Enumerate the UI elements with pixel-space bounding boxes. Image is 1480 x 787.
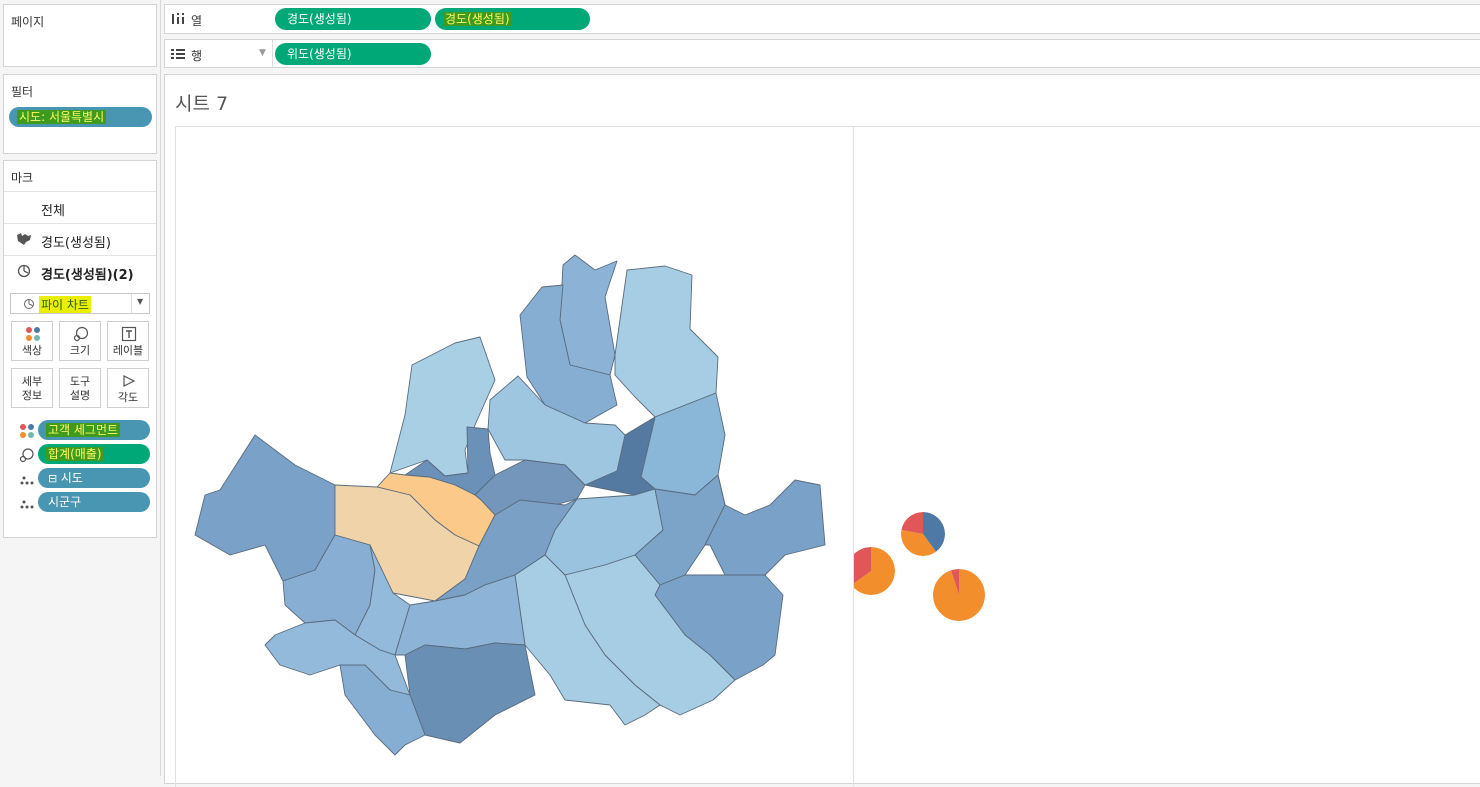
rows-divider [272, 40, 273, 68]
detail-button[interactable]: 세부 정보 [11, 368, 53, 408]
map-district-gwanak[interactable] [404, 642, 536, 744]
marks-layer-map[interactable]: 경도(생성됨) [4, 223, 156, 254]
marks-layer-map-label: 경도(생성됨) [41, 236, 111, 251]
pie-mark[interactable] [854, 545, 897, 597]
pie-mark[interactable] [899, 510, 947, 558]
pie-icon [17, 264, 31, 278]
pie-icon-small [24, 299, 34, 309]
color-button-label: 색상 [21, 344, 43, 357]
field-pill-sigungu[interactable]: 시군구 [38, 492, 150, 512]
columns-pill-label: 경도(생성됨) [287, 12, 352, 26]
pie-slice[interactable] [854, 547, 895, 595]
pie-outline [931, 567, 987, 623]
size-button-label: 크기 [69, 344, 91, 357]
map-icon [17, 233, 31, 245]
mark-type-dropdown[interactable]: 파이 차트 ▼ [10, 293, 150, 314]
pie-slice[interactable] [923, 512, 945, 552]
map-district-seocho[interactable] [514, 554, 661, 726]
marks-title: 마크 [11, 171, 34, 185]
size-icon [73, 326, 89, 342]
size-button[interactable]: 크기 [59, 321, 101, 361]
field-pill-sido[interactable]: ⊟ 시도 [38, 468, 150, 488]
detail-button-label-2: 정보 [21, 389, 43, 402]
columns-label: 열 [191, 14, 203, 28]
angle-button[interactable]: 각도 [107, 368, 149, 408]
field-pill-segment[interactable]: 고객 세그먼트 [38, 420, 150, 440]
columns-pill-longitude[interactable]: 경도(생성됨) [275, 8, 431, 30]
columns-pill-label-2: 경도(생성됨) [443, 12, 512, 26]
pages-title: 페이지 [11, 15, 45, 29]
field-pill-sigungu-label: 시군구 [48, 495, 82, 509]
columns-icon [172, 13, 184, 24]
marks-panel: 마크 전체 경도(생성됨) 경도(생성됨)(2) 파이 차트 ▼ 색상 크기 [3, 160, 157, 538]
filters-title: 필터 [11, 85, 34, 99]
seoul-district-map[interactable] [165, 75, 855, 785]
pane-divider [853, 126, 854, 786]
label-button[interactable]: 레이블 [107, 321, 149, 361]
pie-slice[interactable] [901, 512, 923, 534]
marks-layer-all[interactable]: 전체 [4, 191, 156, 222]
filters-panel: 필터 시도: 서울특별시 [3, 74, 157, 154]
angle-button-label: 각도 [117, 391, 139, 404]
color-icon [26, 327, 40, 341]
rows-label: 행 [191, 49, 203, 63]
color-button[interactable]: 색상 [11, 321, 53, 361]
chevron-down-icon: ▼ [137, 297, 144, 306]
dropdown-divider [131, 294, 132, 313]
field-pill-sales-label: 합계(매출) [46, 447, 104, 461]
detail-button-label-1: 세부 [21, 375, 43, 388]
columns-shelf[interactable]: 열 경도(생성됨) 경도(생성됨) [164, 4, 1480, 34]
map-district-geumcheon[interactable] [339, 664, 426, 756]
pie-slice[interactable] [950, 569, 959, 595]
pie-mark[interactable] [931, 567, 987, 623]
marks-layer-pie-label: 경도(생성됨)(2) [41, 268, 134, 283]
pie-slice[interactable] [854, 547, 871, 585]
expand-icon[interactable]: ⊟ [48, 472, 61, 485]
rows-dropdown-icon[interactable]: ▼ [259, 48, 266, 58]
color-encoding-icon [20, 424, 34, 438]
rows-pill-latitude[interactable]: 위도(생성됨) [275, 43, 431, 65]
field-pill-sales[interactable]: 합계(매출) [38, 444, 150, 464]
filter-pill-sido[interactable]: 시도: 서울특별시 [9, 107, 152, 127]
tooltip-button[interactable]: 도구 설명 [59, 368, 101, 408]
field-pill-sido-label: 시도 [60, 471, 83, 485]
view-area: 시트 7 [164, 74, 1480, 787]
rows-icon [171, 49, 185, 59]
label-icon [121, 326, 137, 342]
pane-left [175, 126, 854, 787]
detail-encoding-icon-2 [20, 500, 34, 509]
pie-outline [899, 510, 947, 558]
pie-slice[interactable] [901, 529, 936, 556]
map-district-gangbuk[interactable] [519, 284, 618, 424]
marks-layer-all-label: 전체 [41, 204, 65, 219]
pie-outline [854, 545, 897, 597]
marks-layer-pie[interactable]: 경도(생성됨)(2) [4, 255, 156, 286]
mark-type-label: 파이 차트 [39, 296, 91, 313]
filter-pill-label: 시도: 서울특별시 [17, 110, 107, 124]
sidebar-empty-area [3, 542, 157, 776]
label-button-label: 레이블 [112, 344, 144, 357]
detail-encoding-icon [20, 476, 34, 485]
rows-shelf[interactable]: 행 ▼ 위도(생성됨) [164, 39, 1480, 68]
pane-right-border [854, 126, 1480, 127]
size-encoding-icon [19, 448, 34, 463]
field-pill-segment-label: 고객 세그먼트 [46, 423, 121, 437]
map-district-gangseo[interactable] [194, 434, 336, 582]
map-district-gangdong[interactable] [704, 474, 826, 576]
angle-icon [123, 375, 136, 387]
sidebar-divider [160, 0, 161, 776]
tooltip-button-label-1: 도구 [69, 375, 91, 388]
pie-chart-area[interactable] [854, 127, 1480, 785]
rows-pill-label: 위도(생성됨) [287, 47, 352, 61]
pie-slice[interactable] [933, 569, 986, 621]
tooltip-button-label-2: 설명 [69, 389, 91, 402]
sheet-title: 시트 7 [175, 93, 229, 115]
columns-pill-longitude-2[interactable]: 경도(생성됨) [435, 8, 590, 30]
pages-panel: 페이지 [3, 4, 157, 67]
map-district-nowon[interactable] [614, 265, 719, 418]
